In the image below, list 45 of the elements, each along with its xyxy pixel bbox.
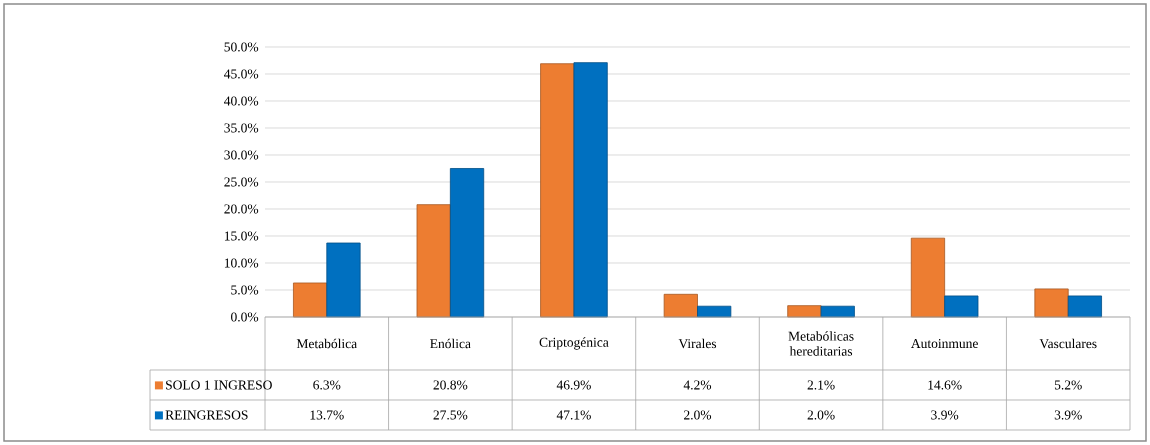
x-tick-label: Enólica <box>430 338 471 349</box>
data-label: 4.2% <box>683 380 712 390</box>
data-label: 20.8% <box>433 380 468 390</box>
legend-label: REINGRESOS <box>165 410 248 420</box>
data-label: 2.0% <box>684 410 712 420</box>
bar <box>910 237 946 318</box>
bar <box>573 62 608 318</box>
legend-label: SOLO 1 INGRESO <box>166 380 272 390</box>
bar <box>293 282 328 318</box>
x-tick-label: Metabólica <box>296 338 357 349</box>
data-label: 3.9% <box>1054 410 1082 420</box>
y-tick-label: 25.0% <box>224 177 259 187</box>
y-tick-label: 0.0% <box>231 312 259 322</box>
y-tick-label: 5.0% <box>231 285 259 295</box>
data-label: 14.6% <box>928 380 962 390</box>
y-tick-label: 40.0% <box>224 96 259 106</box>
data-label: 13.7% <box>310 410 344 420</box>
data-label: 2.0% <box>807 410 835 420</box>
x-tick-label: Metabólicas hereditarias <box>788 331 854 356</box>
data-label: 27.5% <box>433 410 468 420</box>
y-tick-label: 10.0% <box>224 258 259 268</box>
bar <box>540 63 575 318</box>
y-tick-label: 45.0% <box>224 69 259 79</box>
data-label: 46.9% <box>556 380 591 390</box>
y-tick-label: 35.0% <box>224 123 259 133</box>
x-tick-label: Criptogénica <box>539 337 609 350</box>
data-label: 47.1% <box>556 410 591 420</box>
bar <box>1067 295 1102 318</box>
y-tick-label: 30.0% <box>224 150 259 160</box>
bar <box>663 293 698 318</box>
x-tick-label: Autoinmune <box>911 338 978 349</box>
data-label: 3.9% <box>931 410 959 420</box>
bar <box>326 242 361 318</box>
data-label: 2.1% <box>807 380 835 390</box>
y-tick-label: 50.0% <box>224 42 259 52</box>
data-label: 5.2% <box>1054 380 1082 390</box>
bar <box>416 204 451 318</box>
bar <box>1034 288 1069 318</box>
y-tick-label: 15.0% <box>224 231 259 241</box>
bar <box>944 295 979 318</box>
data-label: 6.3% <box>313 380 341 390</box>
y-tick-label: 20.0% <box>224 204 259 214</box>
bar <box>449 168 485 318</box>
x-tick-label: Virales <box>678 338 717 349</box>
x-tick-label: Vasculares <box>1039 338 1097 349</box>
